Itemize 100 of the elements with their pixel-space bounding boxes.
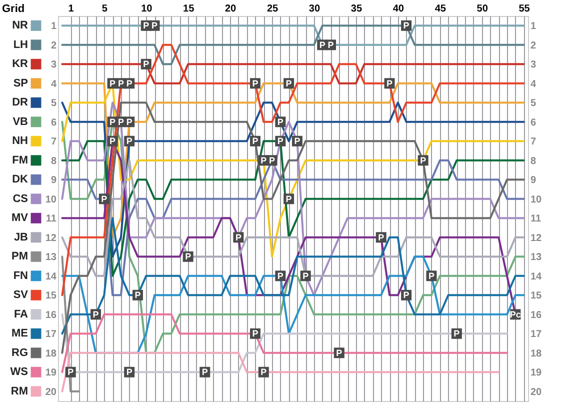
y2-tick-label: 18 (530, 348, 542, 360)
y-axis-title: Grid (2, 3, 25, 15)
y-tick-label: 19 (45, 368, 57, 379)
legend-label: PM (12, 250, 28, 263)
annotation: Pc (510, 309, 521, 320)
annotation: P (403, 290, 410, 300)
x-tick-label: 50 (476, 4, 488, 14)
y-tick-label: 6 (50, 117, 57, 128)
legend-label: KR (12, 58, 28, 70)
annotation: P (110, 116, 116, 127)
annotation: P (126, 78, 132, 88)
annotation: P (118, 116, 124, 127)
y-tick-label: 9 (50, 175, 57, 186)
legend-label: RG (12, 346, 28, 359)
legend-label: VB (12, 116, 28, 128)
annotation: P (260, 367, 267, 378)
y-tick-label: 8 (50, 156, 57, 167)
annotation: P (92, 309, 99, 320)
annotation: P (286, 194, 292, 204)
annotation: P (277, 136, 284, 146)
annotation: P (134, 290, 141, 300)
y-tick-label: 15 (45, 290, 57, 302)
annotation: P (126, 367, 132, 378)
x-tick-label: 30 (308, 4, 320, 14)
y-tick-label: 7 (50, 136, 57, 148)
legend-label: WS (10, 366, 28, 378)
y-tick-label: 10 (45, 194, 57, 206)
legend-label: JB (14, 231, 28, 244)
y2-tick-label: 5 (530, 98, 536, 110)
annotation: P (252, 328, 258, 339)
annotation: P (260, 155, 267, 166)
legend-label: MV (12, 212, 29, 224)
legend-label: LH (13, 38, 28, 51)
y2-tick-label: 15 (530, 290, 542, 302)
legend-label: NH (12, 135, 28, 148)
annotation: P (252, 78, 258, 88)
legend-label: ME (12, 328, 28, 340)
y2-tick-label: 1 (530, 21, 536, 32)
x-tick-label: 1 (68, 4, 74, 14)
annotation: P (277, 270, 284, 281)
annotation: P (143, 59, 150, 70)
annotation: P (185, 252, 192, 262)
y2-tick-label: 10 (530, 194, 542, 206)
x-tick-label: 10 (141, 4, 153, 14)
annotation: P (118, 78, 124, 88)
x-tick-label: 20 (224, 4, 237, 14)
y2-tick-label: 4 (530, 78, 536, 90)
annotation: P (202, 367, 208, 378)
annotation: P (252, 136, 258, 146)
annotation: P (378, 232, 384, 242)
y2-tick-label: 8 (530, 156, 536, 167)
x-tick-label: 40 (392, 4, 404, 14)
y-tick-label: 14 (45, 271, 57, 282)
annotation: P (454, 328, 460, 339)
y2-tick-label: 9 (530, 175, 536, 186)
legend-label: SP (13, 77, 28, 90)
legend-label: RM (10, 385, 28, 398)
legend-label: FA (14, 308, 28, 320)
y-tick-label: 17 (45, 329, 57, 340)
y2-tick-label: 20 (530, 386, 542, 398)
annotation: P (336, 348, 342, 358)
annotation: P (294, 136, 300, 146)
legend-label: DK (12, 174, 28, 186)
x-tick-label: 15 (183, 4, 195, 14)
annotation: P (428, 270, 434, 281)
legend-label: NR (12, 20, 28, 32)
y2-tick-label: 7 (530, 136, 536, 148)
y2-tick-label: 6 (530, 117, 536, 128)
y-tick-label: 2 (50, 40, 57, 52)
y-tick-label: 18 (45, 348, 57, 360)
x-tick-label: 55 (518, 4, 530, 14)
annotation: P (328, 40, 334, 50)
annotation: P (110, 78, 116, 88)
y-tick-label: 5 (50, 98, 57, 110)
y-tick-label: 4 (50, 78, 57, 90)
x-tick-label: 5 (102, 4, 108, 14)
y-tick-label: 3 (50, 60, 57, 71)
legend-label: CS (12, 192, 28, 205)
annotation: P (101, 194, 108, 204)
legend-label: SV (13, 289, 29, 302)
line-series (61, 102, 525, 296)
y-tick-label: 16 (45, 310, 57, 321)
annotation: P (420, 155, 426, 166)
legend-label: DR (12, 96, 28, 109)
y2-tick-label: 17 (530, 329, 542, 340)
annotation: P (126, 136, 132, 146)
y2-tick-label: 12 (530, 232, 542, 244)
line-series (61, 217, 525, 335)
y2-tick-label: 11 (530, 214, 542, 225)
y2-tick-label: 13 (530, 252, 542, 264)
y-tick-label: 13 (45, 252, 57, 264)
legend-label: FN (13, 270, 28, 282)
annotation: P (319, 40, 326, 50)
y-tick-label: 12 (45, 232, 57, 244)
legend-label: FM (12, 154, 28, 166)
annotation: P (152, 20, 158, 31)
y2-tick-label: 2 (530, 40, 536, 52)
y2-tick-label: 19 (530, 368, 542, 379)
y-tick-label: 1 (50, 21, 57, 32)
annotation: P (386, 78, 393, 88)
